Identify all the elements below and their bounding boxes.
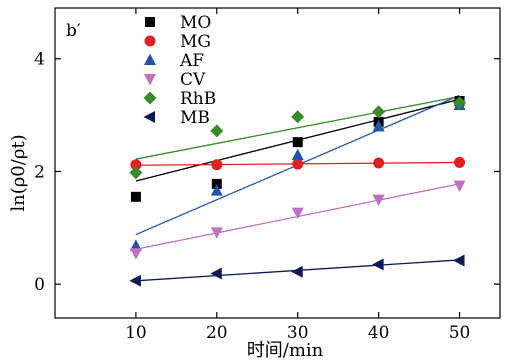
data-point-af [210,184,223,196]
fit-lines [135,94,460,282]
data-point-rhb [210,124,224,138]
legend-marker-mo [145,17,155,27]
legend-marker-rhb [143,91,157,105]
x-tick-label: 30 [287,323,309,343]
data-point-mg [211,159,223,171]
y-tick-label: 0 [34,275,45,295]
legend-label-mo: MO [180,13,211,33]
fit-line-rhb [135,95,460,160]
data-point-mb [372,258,384,271]
legend-label-cv: CV [180,70,206,90]
y-tick-label: 2 [34,162,45,182]
data-point-mb [291,265,303,278]
data-point-mg [130,159,142,171]
legend-label-rhb: RhB [180,89,216,109]
data-point-mb [129,274,141,287]
x-axis-title: 时间/min [247,340,324,361]
legend-label-mb: MB [180,108,210,128]
data-point-rhb [453,96,467,110]
x-tick-label: 20 [206,323,228,343]
data-point-mb [210,267,222,280]
x-tick-label: 10 [125,323,147,343]
data-point-cv [291,207,304,220]
x-tick-label: 50 [449,323,471,343]
data-point-mg [292,158,304,170]
data-point-mo [211,178,222,189]
data-point-af [129,239,142,251]
x-tick-label: 40 [368,323,390,343]
data-point-cv [210,227,223,239]
data-point-cv [372,194,385,207]
data-point-rhb [372,105,386,119]
legend-marker-mb [143,111,155,123]
legend-marker-cv [144,74,156,86]
y-axis-title: ln(ρ0/ρt) [8,134,29,211]
axes-ticks: 10 20 30 40 50 0 2 4 [34,8,500,343]
legend-label-af: AF [179,51,204,71]
data-point-mg [373,157,385,169]
legend-marker-mg [144,35,156,47]
data-point-mo [292,137,303,148]
y-tick-label: 4 [34,50,45,70]
panel-label: b′ [66,21,81,41]
data-point-cv [453,180,466,193]
legend-label-mg: MG [180,32,211,52]
plot-frame-group [54,7,501,319]
data-point-mb [453,254,465,267]
markers [129,96,467,287]
data-point-cv [129,248,142,260]
data-point-mo [130,191,141,202]
data-point-af [291,148,304,161]
data-point-rhb [129,166,143,180]
legend-marker-af [144,53,156,65]
data-point-af [372,119,385,132]
data-point-rhb [291,110,305,124]
data-point-mg [454,156,466,168]
plot-frame [54,7,501,319]
